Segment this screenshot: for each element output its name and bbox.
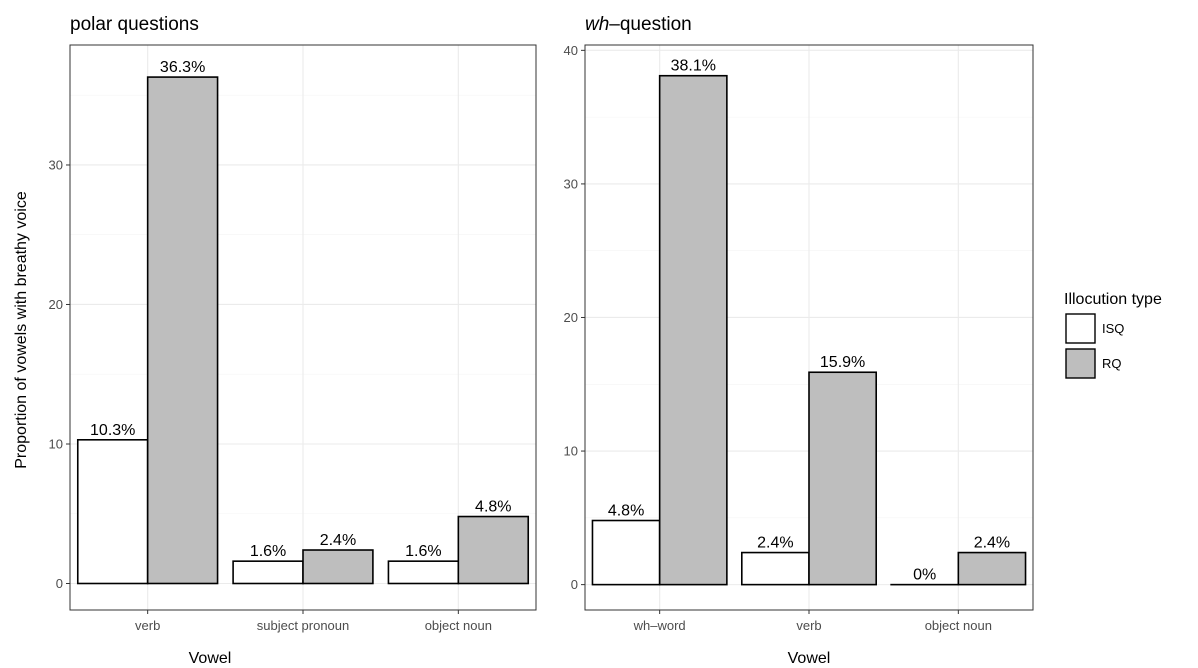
bar-label-polar-isq-2: 1.6%: [405, 543, 441, 560]
y-tick-label-polar: 10: [49, 436, 63, 451]
x-axis-title-wh: Vowel: [788, 650, 831, 667]
legend-swatch-rq: [1065, 348, 1096, 379]
legend-label-isq: ISQ: [1102, 321, 1124, 336]
bar-polar-rq-0: [146, 76, 219, 585]
x-tick-label-polar-1: subject pronoun: [257, 618, 350, 633]
panel-title-wh-italic: wh: [585, 14, 609, 35]
y-tick-label-wh: 30: [564, 176, 578, 191]
panel-border: [584, 44, 1034, 611]
bar-wh-rq-1: [808, 371, 877, 586]
x-tick-label-polar-2: object noun: [425, 618, 492, 633]
bar-wh-rq-2: [957, 551, 1027, 586]
plot-panel-polar: 0 10 20 30 10.3% 1.6% 1.6% 36.3% 2.4% 4.8% verb sub…: [49, 44, 537, 633]
y-tick-label-wh: 40: [564, 43, 578, 58]
y-tick-label-polar: 30: [49, 157, 63, 172]
y-tick-label-wh: 20: [564, 310, 578, 325]
legend-label-rq: RQ: [1102, 356, 1122, 371]
bar-label-wh-isq-1: 2.4%: [757, 535, 793, 552]
y-tick-label-polar: 0: [56, 576, 63, 591]
y-tick-label-polar: 20: [49, 297, 63, 312]
bar-label-polar-rq-2: 4.8%: [475, 499, 511, 516]
x-tick-label-wh-0: wh–word: [633, 618, 686, 633]
bar-wh-isq-1: [740, 551, 810, 586]
panel-title-wh-rest: –question: [609, 14, 691, 35]
x-tick-label-wh-1: verb: [796, 618, 821, 633]
panel-title-polar: polar questions: [70, 14, 199, 35]
panel-border: [69, 44, 537, 611]
bar-wh-rq-0: [658, 74, 728, 586]
bar-polar-isq-2: [387, 560, 460, 585]
y-tick-label-wh: 10: [564, 444, 578, 459]
bar-label-polar-rq-1: 2.4%: [320, 532, 356, 549]
bar-polar-isq-0: [76, 439, 149, 585]
legend-swatch-isq: [1065, 313, 1096, 344]
bar-label-polar-isq-1: 1.6%: [250, 543, 286, 560]
bar-wh-isq-0: [591, 519, 661, 586]
bar-polar-rq-1: [302, 549, 374, 585]
bar-label-polar-rq-0: 36.3%: [160, 59, 205, 76]
bar-label-wh-rq-1: 15.9%: [820, 354, 865, 371]
x-axis-title-polar: Vowel: [189, 650, 232, 667]
bar-label-wh-isq-2: 0%: [913, 567, 936, 584]
legend: Illocution type ISQ RQ: [1064, 291, 1162, 379]
x-tick-label-polar-0: verb: [135, 618, 160, 633]
bar-label-polar-isq-0: 10.3%: [90, 422, 135, 439]
y-tick-label-wh: 0: [571, 577, 578, 592]
bar-label-wh-isq-0: 4.8%: [608, 503, 644, 520]
legend-title: Illocution type: [1064, 291, 1162, 308]
bar-label-wh-rq-0: 38.1%: [671, 58, 716, 75]
bar-polar-rq-2: [457, 515, 530, 585]
x-tick-label-wh-2: object noun: [925, 618, 992, 633]
plot-panel-wh: 0 10 20 30 40 4.8% 2.4% 0% 38.1% 15.9% 2.4% wh–word…: [564, 43, 1034, 633]
panel-title-wh: wh–question: [585, 14, 692, 35]
y-axis-title: Proportion of vowels with breathy voice: [13, 191, 30, 469]
bar-label-wh-rq-2: 2.4%: [974, 535, 1010, 552]
bar-polar-isq-1: [232, 560, 304, 585]
